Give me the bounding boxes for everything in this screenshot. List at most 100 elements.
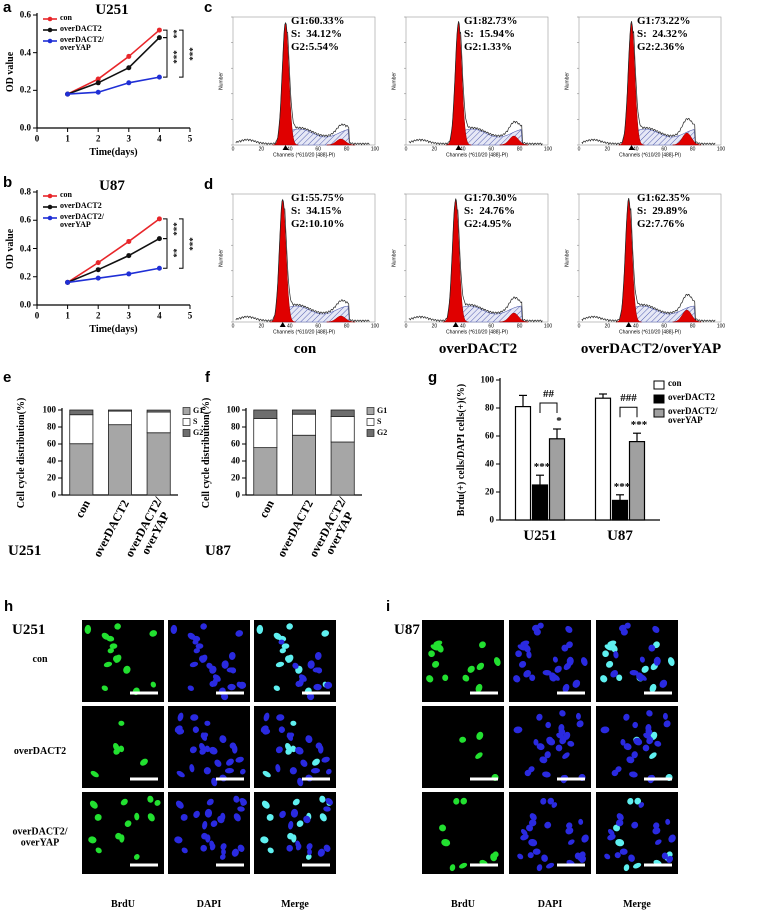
point [126,271,132,277]
point [95,260,101,266]
nucleus [290,808,299,818]
nucleus [536,743,545,751]
g1-peak [445,22,472,146]
nucleus [558,728,566,736]
nucleus [544,751,551,759]
nucleus [493,657,501,666]
line-series [67,218,160,284]
nucleus [95,847,102,854]
nucleus [527,852,534,859]
nucleus [289,767,297,775]
nucleus [663,720,671,728]
bar [611,499,629,521]
bar-segment [291,413,316,436]
nucleus [529,674,536,682]
nucleus [517,644,526,651]
g2-peak [326,138,356,146]
nucleus [532,848,541,855]
bar [628,441,646,521]
bar [514,406,532,521]
nucleus [526,651,532,659]
legend-marker [47,38,53,44]
nucleus [544,821,552,829]
nucleus [193,810,200,819]
nucleus [134,812,140,821]
nucleus [523,644,531,653]
s-phase-area [632,128,696,146]
nucleus [568,839,575,845]
peak-marker [282,145,289,150]
nucleus [666,851,673,858]
plot-area [578,193,722,323]
nucleus [559,710,566,717]
plot-area [405,193,549,323]
histogram-outline [235,22,370,146]
nucleus [286,654,294,663]
nucleus [666,855,674,863]
nucleus [210,820,218,827]
nucleus [239,798,247,806]
nucleus [659,679,668,688]
nucleus [306,843,313,850]
nucleus [623,864,630,872]
nucleus [150,681,157,688]
nucleus [124,820,132,827]
nucleus [219,735,227,744]
g2-peak [499,312,529,323]
nucleus [475,752,483,759]
nucleus [619,848,628,855]
g2-peak [672,309,702,323]
nucleus [321,756,330,763]
nucleus [261,800,270,809]
nucleus [106,635,115,642]
nucleus [460,797,468,805]
nucleus [288,820,294,830]
nucleus [566,656,574,666]
nucleus [89,800,98,809]
nucleus [616,813,624,821]
nucleus [227,683,236,691]
plot-area [232,16,376,146]
nucleus [278,639,285,645]
point [156,265,162,271]
bracket [163,238,168,269]
nucleus [298,677,304,687]
nucleus [565,625,573,633]
nucleus [652,827,661,835]
nucleus [200,623,207,630]
bar-segment [108,410,133,426]
nucleus [286,623,293,630]
nucleus [492,851,499,858]
nucleus [239,768,246,775]
nucleus [436,644,444,653]
nucleus [528,838,538,847]
histogram-outline [408,21,543,146]
nucleus [631,751,638,759]
nucleus [200,654,208,663]
nucleus [292,662,299,669]
nucleus [275,661,285,668]
nucleus [307,848,312,856]
nucleus [94,814,102,821]
peak-marker [455,145,462,150]
nucleus [559,736,567,745]
nucleus [442,674,449,682]
nucleus [205,834,211,843]
bar-segment [253,447,278,496]
nucleus [632,721,638,729]
nucleus [317,744,324,754]
nucleus [224,767,234,774]
nucleus [140,758,148,766]
bar-segment [69,414,94,445]
nucleus [653,656,661,666]
nucleus [325,798,333,806]
nucleus [279,810,286,819]
nucleus [297,777,304,787]
nucleus [235,630,244,637]
nucleus [134,854,140,860]
nucleus [206,798,214,806]
nucleus [575,712,581,720]
nucleus [200,732,209,739]
nucleus [645,728,653,736]
point [156,236,162,242]
